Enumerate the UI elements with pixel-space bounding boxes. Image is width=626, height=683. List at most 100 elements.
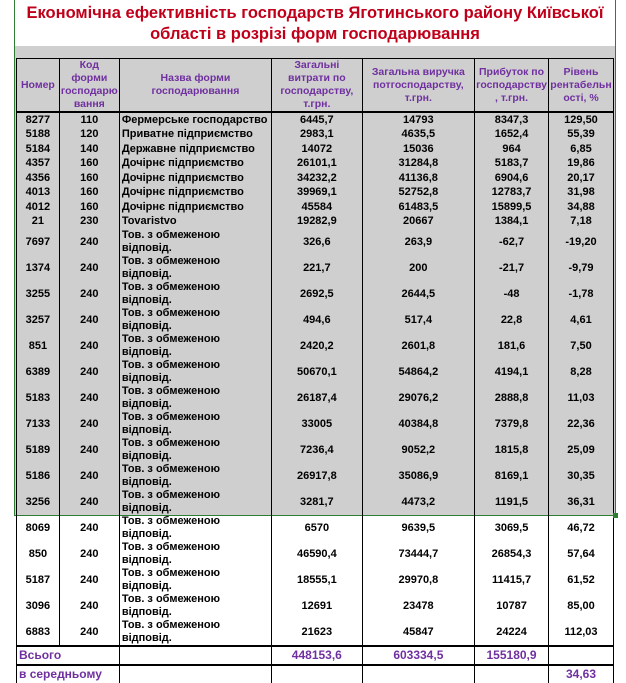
average-label[interactable]: в середньому <box>16 664 120 683</box>
table-cell[interactable]: Тов. з обмеженою відповід. <box>118 385 273 411</box>
table-cell[interactable]: 850 <box>16 541 60 567</box>
table-cell[interactable]: 1191,5 <box>474 489 549 515</box>
table-cell[interactable]: 4,61 <box>547 307 615 333</box>
table-cell[interactable]: 6445,7 <box>271 112 363 128</box>
table-cell[interactable]: 55,39 <box>547 127 615 142</box>
table-cell[interactable]: 129,50 <box>547 112 615 128</box>
table-cell[interactable]: 12783,7 <box>474 185 549 200</box>
table-cell[interactable]: 23478 <box>361 593 476 619</box>
table-cell[interactable]: 517,4 <box>361 307 476 333</box>
table-cell[interactable]: Тов. з обмеженою відповід. <box>118 307 273 333</box>
table-cell[interactable]: 5186 <box>16 463 60 489</box>
table-cell[interactable]: 240 <box>58 281 120 307</box>
table-cell[interactable]: 50670,1 <box>271 359 363 385</box>
table-cell[interactable]: 6,85 <box>547 142 615 157</box>
table-cell[interactable]: 240 <box>58 515 120 541</box>
table-cell[interactable]: 5188 <box>16 127 60 142</box>
table-cell[interactable]: Приватне підприємство <box>118 127 273 142</box>
table-cell[interactable]: 263,9 <box>361 229 476 255</box>
table-cell[interactable]: 26854,3 <box>474 541 549 567</box>
table-cell[interactable]: Тов. з обмеженою відповід. <box>118 489 273 515</box>
table-cell[interactable]: 1652,4 <box>474 127 549 142</box>
table-cell[interactable]: 5187 <box>16 567 60 593</box>
table-cell[interactable]: 110 <box>58 112 120 128</box>
table-cell[interactable]: 54864,2 <box>361 359 476 385</box>
table-cell[interactable]: -21,7 <box>474 255 549 281</box>
table-cell[interactable]: 7697 <box>16 229 60 255</box>
table-cell[interactable]: Тов. з обмеженою відповід. <box>118 437 273 463</box>
table-cell[interactable]: 7,18 <box>547 214 615 229</box>
table-cell[interactable]: 1815,8 <box>474 437 549 463</box>
table-cell[interactable]: 14793 <box>361 112 476 128</box>
table-cell[interactable]: 29076,2 <box>361 385 476 411</box>
average-profitability[interactable]: 34,63 <box>547 664 615 683</box>
table-cell[interactable]: 2420,2 <box>271 333 363 359</box>
table-cell[interactable]: 2601,8 <box>361 333 476 359</box>
table-cell[interactable]: 240 <box>58 359 120 385</box>
table-cell[interactable]: 29970,8 <box>361 567 476 593</box>
table-cell[interactable]: -62,7 <box>474 229 549 255</box>
table-cell[interactable]: 240 <box>58 567 120 593</box>
table-cell[interactable]: Тов. з обмеженою відповід. <box>118 593 273 619</box>
total-costs[interactable]: 448153,6 <box>271 645 363 665</box>
empty-cell[interactable] <box>271 664 363 683</box>
table-cell[interactable]: 14072 <box>271 142 363 157</box>
table-cell[interactable]: 21 <box>16 214 60 229</box>
table-cell[interactable]: 85,00 <box>547 593 615 619</box>
table-cell[interactable]: Тов. з обмеженою відповід. <box>118 333 273 359</box>
table-cell[interactable]: 25,09 <box>547 437 615 463</box>
empty-cell[interactable] <box>474 664 549 683</box>
table-cell[interactable]: 200 <box>361 255 476 281</box>
table-cell[interactable]: Дочірнє підприємство <box>118 185 273 200</box>
table-cell[interactable]: 240 <box>58 307 120 333</box>
table-cell[interactable]: Тов. з обмеженою відповід. <box>118 229 273 255</box>
table-cell[interactable]: 3255 <box>16 281 60 307</box>
table-cell[interactable]: 3256 <box>16 489 60 515</box>
table-cell[interactable]: 45847 <box>361 619 476 646</box>
table-cell[interactable]: 3069,5 <box>474 515 549 541</box>
table-cell[interactable]: 851 <box>16 333 60 359</box>
table-cell[interactable]: 4013 <box>16 185 60 200</box>
table-cell[interactable]: 73444,7 <box>361 541 476 567</box>
table-cell[interactable]: 4356 <box>16 171 60 186</box>
table-cell[interactable]: 39969,1 <box>271 185 363 200</box>
table-cell[interactable]: 181,6 <box>474 333 549 359</box>
table-cell[interactable]: 240 <box>58 385 120 411</box>
table-cell[interactable]: 240 <box>58 463 120 489</box>
table-cell[interactable]: 20,17 <box>547 171 615 186</box>
table-cell[interactable]: 2644,5 <box>361 281 476 307</box>
table-cell[interactable]: Тов. з обмеженою відповід. <box>118 541 273 567</box>
table-cell[interactable]: 26101,1 <box>271 156 363 171</box>
table-cell[interactable]: 31,98 <box>547 185 615 200</box>
table-cell[interactable]: 5183,7 <box>474 156 549 171</box>
table-cell[interactable]: 19,86 <box>547 156 615 171</box>
table-cell[interactable]: Тов. з обмеженою відповід. <box>118 567 273 593</box>
table-cell[interactable]: 240 <box>58 593 120 619</box>
table-cell[interactable]: 494,6 <box>271 307 363 333</box>
table-cell[interactable]: 19282,9 <box>271 214 363 229</box>
table-cell[interactable]: 240 <box>58 489 120 515</box>
table-cell[interactable]: 240 <box>58 619 120 646</box>
table-cell[interactable]: 30,35 <box>547 463 615 489</box>
table-cell[interactable]: 5183 <box>16 385 60 411</box>
table-cell[interactable]: 8169,1 <box>474 463 549 489</box>
table-cell[interactable]: 34,88 <box>547 200 615 215</box>
table-cell[interactable]: 18555,1 <box>271 567 363 593</box>
table-cell[interactable]: 240 <box>58 437 120 463</box>
table-cell[interactable]: 7236,4 <box>271 437 363 463</box>
table-cell[interactable]: 240 <box>58 541 120 567</box>
table-cell[interactable]: Державне підприємство <box>118 142 273 157</box>
selection-handle[interactable] <box>613 513 618 518</box>
table-cell[interactable]: 46590,4 <box>271 541 363 567</box>
table-cell[interactable]: 3257 <box>16 307 60 333</box>
table-cell[interactable]: 45584 <box>271 200 363 215</box>
table-cell[interactable]: 15036 <box>361 142 476 157</box>
table-cell[interactable]: 326,6 <box>271 229 363 255</box>
table-cell[interactable]: 34232,2 <box>271 171 363 186</box>
table-cell[interactable]: 8069 <box>16 515 60 541</box>
total-revenue[interactable]: 603334,5 <box>361 645 476 665</box>
table-cell[interactable]: 6570 <box>271 515 363 541</box>
table-cell[interactable]: 230 <box>58 214 120 229</box>
table-cell[interactable]: 6904,6 <box>474 171 549 186</box>
table-cell[interactable]: 20667 <box>361 214 476 229</box>
